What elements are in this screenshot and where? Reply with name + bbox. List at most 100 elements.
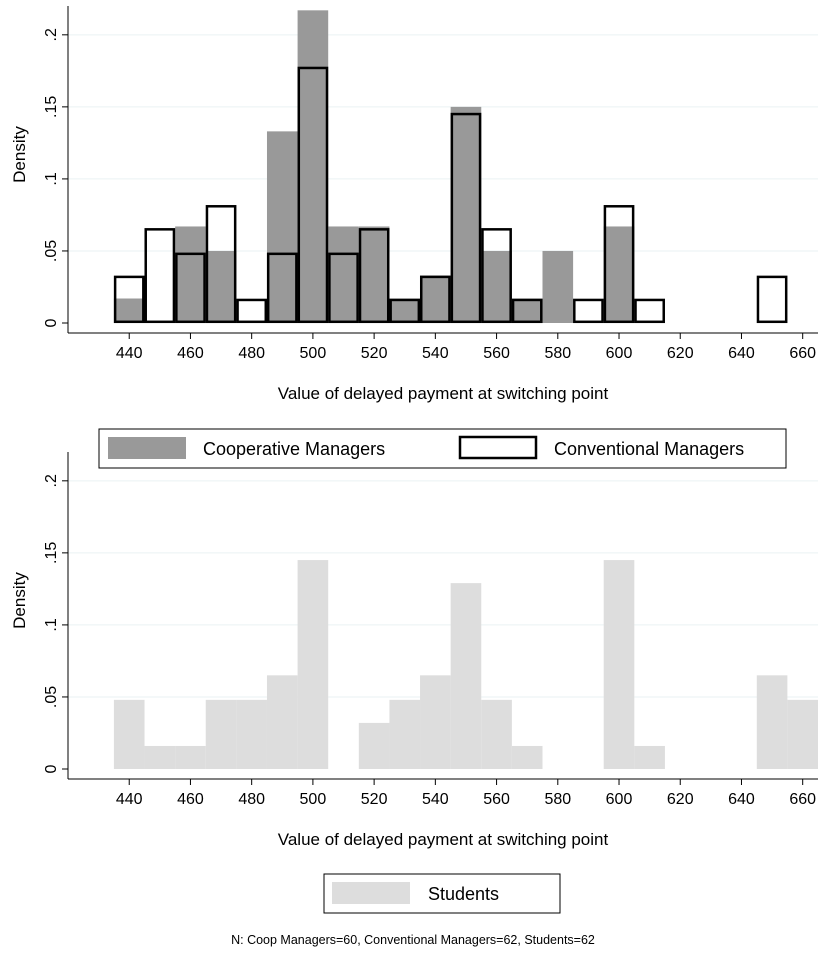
histogram-bar <box>603 226 635 323</box>
legend-label-conventional: Conventional Managers <box>554 439 744 459</box>
histogram-bar <box>450 112 482 324</box>
histogram-bar <box>481 250 512 323</box>
x-tick-label: 660 <box>789 791 816 808</box>
x-tick-label: 480 <box>238 791 265 808</box>
managers-histogram-panel: 0 .05 .1 .15 .2 440 460 480 500 520 540 560 580 600 62… <box>10 6 818 403</box>
histogram-bar <box>236 298 268 324</box>
histogram-bar <box>175 745 206 769</box>
histogram-bar <box>389 298 421 323</box>
x-tick-label: 620 <box>667 791 694 808</box>
histogram-bar <box>511 298 543 323</box>
histogram-bar <box>511 298 543 324</box>
histogram-bar <box>175 252 206 324</box>
x-tick-label: 440 <box>116 345 143 362</box>
y-tick-label: 0 <box>43 318 60 327</box>
y-tick-label: .2 <box>43 474 60 487</box>
histogram-bar <box>113 699 145 769</box>
histogram-bar <box>113 275 145 324</box>
x-tick-label: 540 <box>422 345 449 362</box>
x-tick-label: 540 <box>422 791 449 808</box>
x-tick-label: 600 <box>606 345 633 362</box>
y-axis-title: Density <box>10 572 29 629</box>
x-tick-label: 440 <box>116 791 143 808</box>
axes: 0 .05 .1 .15 .2 440 460 480 500 520 540 560 580 600 62… <box>43 6 818 362</box>
legend-managers: Cooperative Managers Conventional Manage… <box>98 428 787 469</box>
x-tick-label: 620 <box>667 345 694 362</box>
y-tick-label: .15 <box>43 542 60 564</box>
x-tick-label: 560 <box>483 345 510 362</box>
histogram-bar <box>603 205 635 324</box>
x-tick-label: 580 <box>544 791 571 808</box>
x-axis-title: Value of delayed payment at switching po… <box>278 830 609 849</box>
histogram-bar <box>634 298 665 324</box>
histogram-bar <box>266 252 298 324</box>
histogram-bar <box>297 560 329 769</box>
histogram-bar <box>389 699 421 769</box>
legend-swatch-students <box>332 882 410 904</box>
x-tick-label: 660 <box>789 345 816 362</box>
legend-swatch-cooperative <box>108 437 186 459</box>
x-tick-label: 460 <box>177 345 204 362</box>
histogram-bar <box>266 675 298 769</box>
axes: 0 .05 .1 .15 .2 440 460 480 500 520 540 560 580 600 62… <box>43 452 818 808</box>
histogram-bar <box>113 298 145 323</box>
y-tick-label: .05 <box>43 686 60 708</box>
histogram-bars <box>113 560 818 769</box>
histogram-bar <box>756 675 788 769</box>
histogram-bar <box>542 250 574 323</box>
x-tick-label: 460 <box>177 791 204 808</box>
y-tick-label: .05 <box>43 240 60 262</box>
x-tick-label: 600 <box>606 791 633 808</box>
x-tick-label: 520 <box>361 791 388 808</box>
histogram-bar <box>603 560 635 769</box>
y-tick-label: .1 <box>43 618 60 631</box>
x-tick-label: 640 <box>728 345 755 362</box>
histogram-bar <box>420 275 451 323</box>
histogram-bar <box>205 205 237 324</box>
histogram-bar <box>787 699 818 769</box>
histogram-bar <box>481 228 512 324</box>
histogram-bar <box>358 722 390 769</box>
histogram-bar <box>266 131 298 323</box>
histogram-bar <box>511 745 543 769</box>
legend-students: Students <box>323 873 561 914</box>
histogram-bar <box>297 66 329 324</box>
histogram-bar <box>144 228 176 324</box>
x-tick-label: 480 <box>238 345 265 362</box>
histogram-bar <box>328 252 359 324</box>
y-tick-label: .1 <box>43 172 60 185</box>
x-tick-label: 560 <box>483 791 510 808</box>
histogram-bar <box>205 699 237 769</box>
histogram-bar <box>328 226 359 323</box>
students-histogram-panel: 0 .05 .1 .15 .2 440 460 480 500 520 540 560 580 600 62… <box>10 452 818 849</box>
y-tick-label: .15 <box>43 96 60 118</box>
legend-label-students: Students <box>428 884 499 904</box>
legend-swatch-conventional <box>458 435 538 460</box>
histogram-bar <box>358 226 390 323</box>
y-axis-title: Density <box>10 126 29 183</box>
histogram-bar <box>481 699 512 769</box>
x-tick-label: 520 <box>361 345 388 362</box>
histogram-bar <box>420 675 451 769</box>
x-tick-label: 580 <box>544 345 571 362</box>
x-tick-label: 500 <box>300 345 327 362</box>
histogram-bar <box>756 275 788 324</box>
x-axis-title: Value of delayed payment at switching po… <box>278 384 609 403</box>
legend-box <box>98 428 787 469</box>
histogram-bar <box>236 699 267 769</box>
histogram-bar <box>573 298 604 324</box>
histogram-bar <box>297 10 329 324</box>
histogram-bar <box>389 298 421 324</box>
histogram-bar <box>144 745 176 769</box>
legend-label-cooperative: Cooperative Managers <box>203 439 385 459</box>
x-tick-label: 500 <box>300 791 327 808</box>
histogram-bar <box>450 583 482 769</box>
histogram-bar <box>205 250 237 323</box>
histogram-bars <box>113 10 788 324</box>
histogram-bar <box>634 745 665 769</box>
histogram-bar <box>419 275 451 324</box>
histogram-bar <box>450 106 482 323</box>
histogram-bar <box>358 228 390 324</box>
histogram-bar <box>175 226 206 323</box>
